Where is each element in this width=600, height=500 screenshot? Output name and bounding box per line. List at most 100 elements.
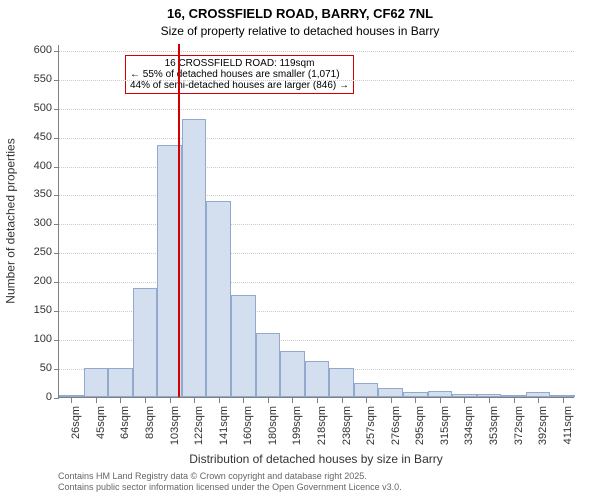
xtick-mark (268, 398, 269, 403)
xtick-label: 26sqm (70, 406, 82, 456)
ytick-mark (54, 167, 59, 168)
xtick-mark (563, 398, 564, 403)
ytick-mark (54, 224, 59, 225)
histogram-bar (452, 394, 477, 397)
xtick-label: 353sqm (488, 406, 500, 456)
xtick-mark (120, 398, 121, 403)
ytick-label: 0 (22, 391, 52, 403)
histogram-bar (550, 395, 575, 397)
ytick-mark (54, 138, 59, 139)
xtick-mark (219, 398, 220, 403)
annotation-line1: 16 CROSSFIELD ROAD: 119sqm (130, 58, 349, 69)
ytick-label: 200 (22, 275, 52, 287)
ytick-mark (54, 311, 59, 312)
xtick-mark (96, 398, 97, 403)
histogram-bar (329, 368, 354, 397)
xtick-label: 103sqm (169, 406, 181, 456)
ytick-label: 500 (22, 102, 52, 114)
ytick-label: 100 (22, 333, 52, 345)
histogram-bar (403, 392, 428, 397)
xtick-mark (415, 398, 416, 403)
xtick-mark (464, 398, 465, 403)
ytick-mark (54, 369, 59, 370)
ytick-mark (54, 51, 59, 52)
xtick-mark (538, 398, 539, 403)
footer-attribution: Contains HM Land Registry data © Crown c… (58, 471, 402, 493)
histogram-bar (84, 368, 109, 397)
xtick-label: 257sqm (365, 406, 377, 456)
xtick-label: 45sqm (95, 406, 107, 456)
ytick-mark (54, 398, 59, 399)
ytick-label: 550 (22, 73, 52, 85)
gridline (59, 282, 574, 283)
xtick-label: 122sqm (193, 406, 205, 456)
gridline (59, 51, 574, 52)
xtick-label: 334sqm (463, 406, 475, 456)
ytick-mark (54, 80, 59, 81)
histogram-bar (501, 395, 526, 397)
xtick-label: 64sqm (119, 406, 131, 456)
xtick-label: 276sqm (390, 406, 402, 456)
xtick-label: 141sqm (218, 406, 230, 456)
histogram-bar (133, 288, 158, 397)
gridline (59, 80, 574, 81)
xtick-mark (194, 398, 195, 403)
gridline (59, 109, 574, 110)
ytick-label: 400 (22, 160, 52, 172)
histogram-bar (108, 368, 133, 397)
ytick-label: 50 (22, 362, 52, 374)
xtick-mark (514, 398, 515, 403)
xtick-mark (71, 398, 72, 403)
xtick-mark (440, 398, 441, 403)
histogram-bar (231, 295, 256, 397)
xtick-mark (342, 398, 343, 403)
gridline (59, 167, 574, 168)
histogram-bar (378, 388, 403, 397)
ytick-mark (54, 340, 59, 341)
histogram-bar (280, 351, 305, 397)
gridline (59, 195, 574, 196)
xtick-mark (489, 398, 490, 403)
xtick-label: 160sqm (242, 406, 254, 456)
xtick-mark (317, 398, 318, 403)
histogram-bar (206, 201, 231, 397)
ytick-mark (54, 282, 59, 283)
annotation-line2: ← 55% of detached houses are smaller (1,… (130, 69, 349, 80)
xtick-label: 411sqm (562, 406, 574, 456)
xtick-label: 199sqm (291, 406, 303, 456)
histogram-bar (354, 383, 379, 397)
annotation-line3: 44% of semi-detached houses are larger (… (130, 80, 349, 91)
histogram-bar (256, 333, 281, 397)
footer-line1: Contains HM Land Registry data © Crown c… (58, 471, 402, 482)
histogram-bar (305, 361, 330, 397)
ytick-mark (54, 109, 59, 110)
xtick-mark (243, 398, 244, 403)
ytick-label: 600 (22, 44, 52, 56)
footer-line2: Contains public sector information licen… (58, 482, 402, 493)
gridline (59, 224, 574, 225)
ytick-label: 450 (22, 131, 52, 143)
histogram-bar (59, 395, 84, 397)
xtick-mark (391, 398, 392, 403)
histogram-bar (182, 119, 207, 397)
xtick-label: 83sqm (144, 406, 156, 456)
chart-title: 16, CROSSFIELD ROAD, BARRY, CF62 7NL (0, 6, 600, 21)
reference-line (178, 44, 180, 397)
ytick-label: 300 (22, 217, 52, 229)
xtick-mark (145, 398, 146, 403)
reference-annotation: 16 CROSSFIELD ROAD: 119sqm ← 55% of deta… (125, 55, 354, 94)
ytick-label: 250 (22, 246, 52, 258)
histogram-bar (477, 394, 502, 397)
xtick-label: 218sqm (316, 406, 328, 456)
chart-subtitle: Size of property relative to detached ho… (0, 24, 600, 38)
ytick-mark (54, 195, 59, 196)
y-axis-label: Number of detached properties (3, 44, 17, 397)
xtick-label: 180sqm (267, 406, 279, 456)
histogram-bar (428, 391, 453, 397)
ytick-label: 350 (22, 188, 52, 200)
xtick-label: 392sqm (537, 406, 549, 456)
xtick-label: 295sqm (414, 406, 426, 456)
ytick-label: 150 (22, 304, 52, 316)
gridline (59, 138, 574, 139)
xtick-mark (170, 398, 171, 403)
